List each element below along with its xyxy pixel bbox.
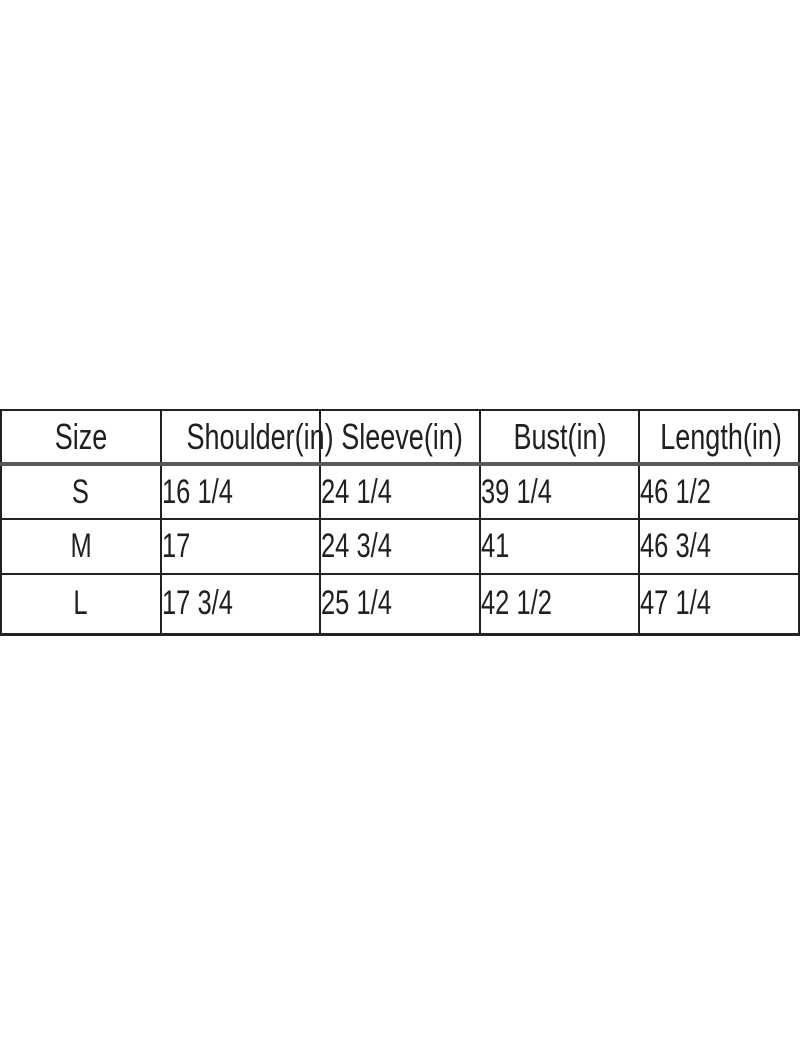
value-m-bust: 41 <box>480 527 510 565</box>
cell-l-bust: 42 1/2 <box>478 574 641 634</box>
value-l-shoulder: 17 3/4 <box>161 584 233 623</box>
value-m-length: 46 3/4 <box>640 527 712 565</box>
cell-s-bust: 39 1/4 <box>478 464 641 519</box>
cell-l-shoulder: 17 3/4 <box>159 574 322 634</box>
value-m-sleeve: 24 3/4 <box>321 527 393 565</box>
table-row-l: L 17 3/4 25 1/4 42 1/2 47 1/4 <box>0 574 800 634</box>
header-cell-sleeve: Sleeve(in) <box>319 410 481 464</box>
header-cell-length: Length(in) <box>638 410 800 464</box>
value-l-bust: 42 1/2 <box>480 584 552 623</box>
table-row-m: M 17 24 3/4 41 46 3/4 <box>0 519 800 574</box>
header-label-bust: Bust(in) <box>513 415 607 457</box>
header-row: Size Shoulder(in) Sleeve(in) Bust(in) Le… <box>0 410 800 464</box>
header-label-sleeve: Sleeve(in) <box>341 415 464 457</box>
size-chart-header: Size Shoulder(in) Sleeve(in) Bust(in) Le… <box>0 410 800 464</box>
cell-l-size: L <box>0 574 162 634</box>
size-chart-body: S 16 1/4 24 1/4 39 1/4 46 1/2 M 17 24 3/… <box>0 464 800 634</box>
size-chart-table: Size Shoulder(in) Sleeve(in) Bust(in) Le… <box>0 409 800 636</box>
value-s-shoulder: 16 1/4 <box>161 472 233 511</box>
cell-m-length: 46 3/4 <box>638 519 800 574</box>
cell-m-bust: 41 <box>478 519 641 574</box>
cell-l-length: 47 1/4 <box>638 574 800 634</box>
header-cell-shoulder: Shoulder(in) <box>159 410 333 464</box>
header-label-length: Length(in) <box>660 415 783 457</box>
size-chart-container: Size Shoulder(in) Sleeve(in) Bust(in) Le… <box>0 409 800 636</box>
header-cell-size: Size <box>0 410 162 464</box>
header-label-shoulder: Shoulder(in) <box>186 415 334 457</box>
cell-s-size: S <box>0 464 162 519</box>
header-label-size: Size <box>54 415 108 457</box>
table-row-s: S 16 1/4 24 1/4 39 1/4 46 1/2 <box>0 464 800 519</box>
cell-s-sleeve: 24 1/4 <box>319 464 481 519</box>
value-m-size: M <box>70 527 92 565</box>
cell-m-shoulder: 17 <box>159 519 322 574</box>
value-s-size: S <box>72 472 90 511</box>
value-l-size: L <box>73 584 88 623</box>
cell-m-sleeve: 24 3/4 <box>319 519 481 574</box>
value-m-shoulder: 17 <box>161 527 190 565</box>
value-l-sleeve: 25 1/4 <box>321 584 393 623</box>
value-s-length: 46 1/2 <box>640 472 712 511</box>
cell-m-size: M <box>0 519 162 574</box>
value-l-length: 47 1/4 <box>640 584 712 623</box>
value-s-bust: 39 1/4 <box>480 472 552 511</box>
cell-s-length: 46 1/2 <box>638 464 800 519</box>
cell-s-shoulder: 16 1/4 <box>159 464 322 519</box>
cell-l-sleeve: 25 1/4 <box>319 574 481 634</box>
header-cell-bust: Bust(in) <box>478 410 641 464</box>
value-s-sleeve: 24 1/4 <box>321 472 393 511</box>
